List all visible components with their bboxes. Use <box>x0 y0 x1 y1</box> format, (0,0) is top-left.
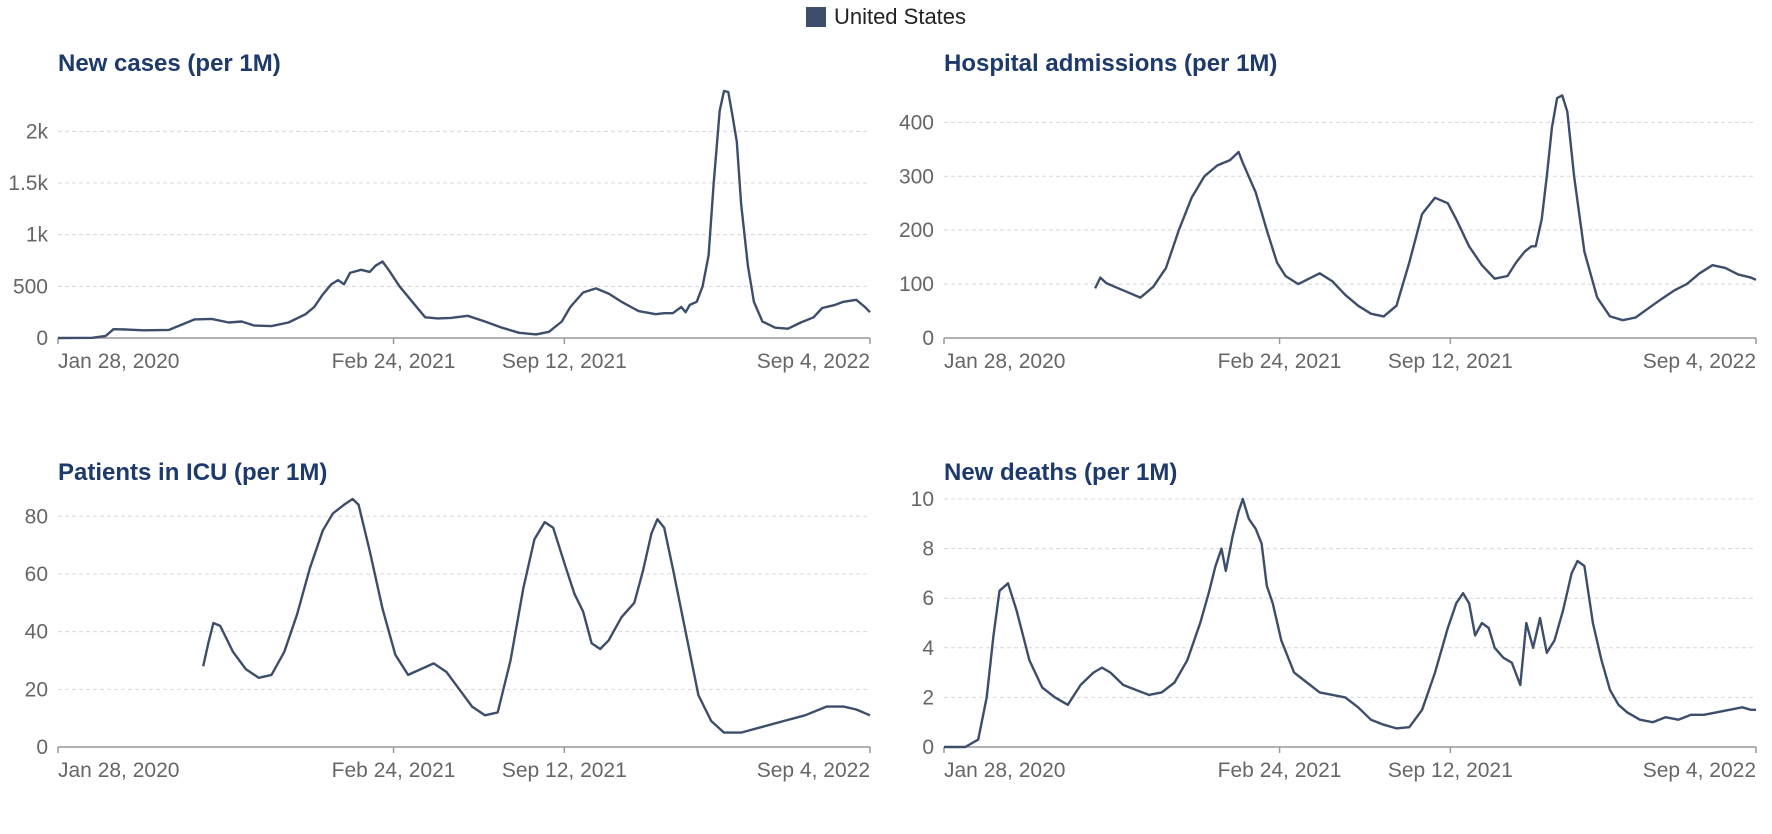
series-line-united-states <box>202 497 871 734</box>
y-tick-label: 60 <box>25 563 48 586</box>
chart-title: Hospital admissions (per 1M) <box>944 50 1278 77</box>
x-tick-label: Sep 12, 2021 <box>502 759 627 782</box>
chart-title: New cases (per 1M) <box>58 50 281 77</box>
y-tick-label: 1k <box>26 224 49 247</box>
y-tick-label: 10 <box>911 488 934 511</box>
y-tick-label: 8 <box>922 538 934 561</box>
x-tick-label: Sep 12, 2021 <box>502 350 627 373</box>
y-tick-label: 20 <box>25 678 48 701</box>
panel-new-cases: New cases (per 1M) 0 500 1k 1.5k 2k Jan 28, 2… <box>0 0 886 417</box>
chart-svg[interactable]: 0 100 200 300 400 Jan 28, 2020 Feb 24, 2021 Sep… <box>886 0 1772 417</box>
y-tick-label: 1.5k <box>8 172 48 195</box>
x-tick-label: Feb 24, 2021 <box>1218 759 1342 782</box>
series-line-united-states <box>944 497 1756 749</box>
y-tick-label: 0 <box>922 327 934 350</box>
x-tick-label: Jan 28, 2020 <box>944 350 1065 373</box>
panel-patients-icu: Patients in ICU (per 1M) 0 20 40 60 80 Jan 28… <box>0 409 886 826</box>
chart-title: New deaths (per 1M) <box>944 459 1178 486</box>
y-tick-label: 200 <box>899 219 934 242</box>
x-tick-label: Feb 24, 2021 <box>1218 350 1342 373</box>
x-tick-label: Sep 4, 2022 <box>757 350 870 373</box>
y-tick-label: 0 <box>36 327 48 350</box>
x-tick-label: Feb 24, 2021 <box>332 759 456 782</box>
legend-swatch <box>805 7 826 27</box>
x-tick-label: Sep 4, 2022 <box>757 759 870 782</box>
x-tick-label: Sep 4, 2022 <box>1643 350 1756 373</box>
x-tick-label: Sep 12, 2021 <box>1388 350 1513 373</box>
y-tick-label: 80 <box>25 505 48 528</box>
chart-legend[interactable]: United States <box>0 4 1772 30</box>
x-tick-label: Sep 4, 2022 <box>1643 759 1756 782</box>
chart-svg[interactable]: 0 20 40 60 80 Jan 28, 2020 Feb 24, 2021 Sep 12,… <box>0 409 886 826</box>
y-tick-label: 2 <box>922 686 934 709</box>
x-tick-label: Sep 12, 2021 <box>1388 759 1513 782</box>
y-tick-label: 4 <box>922 637 934 660</box>
series-line-united-states <box>57 89 871 340</box>
panel-new-deaths: New deaths (per 1M) 0 2 4 6 8 10 Jan 28, 2020 F… <box>886 409 1772 826</box>
y-tick-label: 300 <box>899 165 934 188</box>
x-tick-label: Jan 28, 2020 <box>944 759 1065 782</box>
y-tick-label: 2k <box>26 120 49 143</box>
y-tick-label: 6 <box>922 587 934 610</box>
x-tick-label: Jan 28, 2020 <box>58 759 179 782</box>
y-tick-label: 100 <box>899 273 934 296</box>
x-tick-label: Feb 24, 2021 <box>332 350 456 373</box>
chart-svg[interactable]: 0 500 1k 1.5k 2k Jan 28, 2020 Feb 24, 2021 Sep … <box>0 0 886 417</box>
y-tick-label: 0 <box>36 736 48 759</box>
legend-label: United States <box>833 4 967 29</box>
chart-svg[interactable]: 0 2 4 6 8 10 Jan 28, 2020 Feb 24, 2021 Sep 12, 2… <box>886 409 1772 826</box>
y-tick-label: 400 <box>899 111 934 134</box>
x-tick-label: Jan 28, 2020 <box>58 350 179 373</box>
y-tick-label: 500 <box>13 275 48 298</box>
panel-hospital-admissions: Hospital admissions (per 1M) 0 100 200 300 4… <box>886 0 1772 417</box>
chart-title: Patients in ICU (per 1M) <box>58 459 328 486</box>
y-tick-label: 40 <box>25 621 48 644</box>
y-tick-label: 0 <box>922 736 934 759</box>
series-line-united-states <box>1094 94 1757 322</box>
